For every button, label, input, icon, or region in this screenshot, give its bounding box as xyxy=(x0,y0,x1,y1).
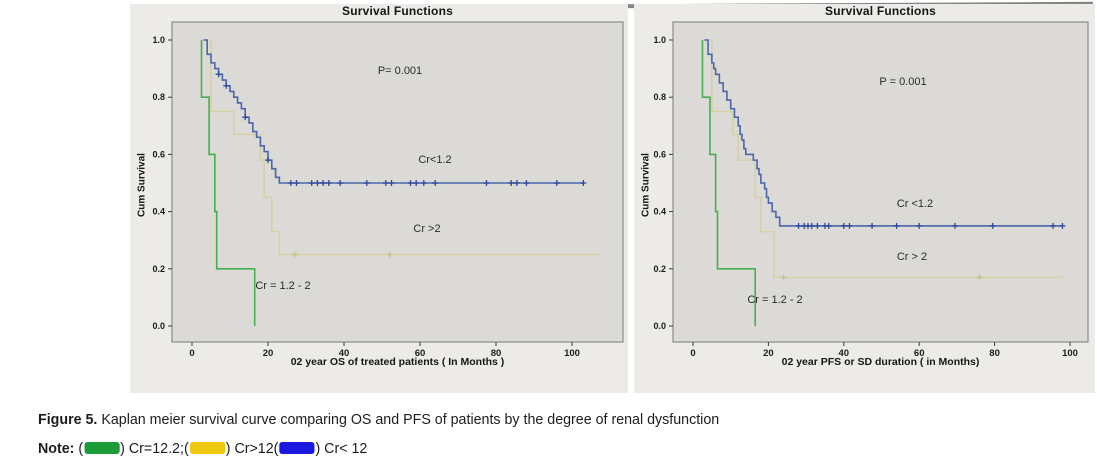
y-axis-label: Cum Survival xyxy=(136,153,148,217)
svg-text:100: 100 xyxy=(1062,348,1078,359)
svg-text:80: 80 xyxy=(491,348,502,359)
legend-swatch-green xyxy=(84,442,120,454)
svg-text:Cr > 2: Cr > 2 xyxy=(897,251,927,263)
legend-entry-text: ( xyxy=(273,440,279,457)
svg-text:0: 0 xyxy=(189,348,194,359)
figure-caption: Figure 5. Kaplan meier survival curve co… xyxy=(38,411,719,428)
svg-text:20: 20 xyxy=(263,348,274,359)
y-axis-label: Cum Survival xyxy=(640,153,652,217)
svg-text:0.8: 0.8 xyxy=(152,92,165,102)
svg-text:1.0: 1.0 xyxy=(653,35,666,45)
legend-entry-text: ) Cr=12.2; xyxy=(120,440,184,457)
svg-text:0.8: 0.8 xyxy=(653,92,666,102)
svg-text:60: 60 xyxy=(415,348,426,359)
svg-text:0.6: 0.6 xyxy=(152,149,165,159)
svg-text:P= 0.001: P= 0.001 xyxy=(378,65,422,77)
x-axis-label: 02 year PFS or SD duration ( in Months) xyxy=(781,356,980,368)
svg-text:0.4: 0.4 xyxy=(152,207,165,217)
svg-text:20: 20 xyxy=(763,348,774,359)
svg-text:Cr = 1.2 - 2: Cr = 1.2 - 2 xyxy=(255,280,310,292)
km-chart-os: 0 20 40 60 80 100 1.0 0.8 0.6 0.4 0.2 0.0 P= 0.001 Cr… xyxy=(130,4,628,393)
figure-note-label: Note: xyxy=(38,440,75,457)
x-axis-label: 02 year OS of treated patients ( In Mont… xyxy=(290,356,505,368)
svg-text:100: 100 xyxy=(564,348,580,359)
svg-text:60: 60 xyxy=(914,348,925,359)
legend-entry-yellow: ( ) Cr>12 xyxy=(184,440,274,457)
svg-text:0.2: 0.2 xyxy=(653,264,666,274)
svg-text:P = 0.001: P = 0.001 xyxy=(879,76,926,88)
legend-entry-text: ( xyxy=(183,440,189,457)
figure-caption-text: Kaplan meier survival curve comparing OS… xyxy=(101,411,720,428)
svg-text:40: 40 xyxy=(339,348,350,359)
legend-swatch-blue xyxy=(279,442,315,454)
survival-plot-os: 0 20 40 60 80 100 1.0 0.8 0.6 0.4 0.2 0.0 P= 0.001 Cr… xyxy=(152,21,624,359)
svg-text:Cr >2: Cr >2 xyxy=(413,223,440,235)
survival-plot-pfs: 0 20 40 60 80 100 1.0 0.8 0.6 0.4 0.2 0.0 P = 0.001 C… xyxy=(653,21,1089,359)
svg-text:0.4: 0.4 xyxy=(653,207,666,217)
chart-title: Survival Functions xyxy=(825,4,936,18)
legend-entry-green: ( ) Cr=12.2; xyxy=(78,440,184,457)
legend-entry-text: ) Cr>12 xyxy=(225,440,274,457)
legend-swatch-yellow xyxy=(189,442,225,454)
svg-text:0.2: 0.2 xyxy=(152,264,165,274)
svg-text:40: 40 xyxy=(839,348,850,359)
svg-text:0.6: 0.6 xyxy=(653,149,666,159)
figure-note: Note: () Cr=12.2;() Cr>12() Cr< 12 xyxy=(38,440,367,457)
svg-text:Cr<1.2: Cr<1.2 xyxy=(418,154,451,166)
svg-text:1.0: 1.0 xyxy=(152,35,165,45)
legend-entry-text: ) Cr< 12 xyxy=(315,440,368,457)
legend-entry-blue: ( ) Cr< 12 xyxy=(274,440,368,457)
km-chart-pfs: 0 20 40 60 80 100 1.0 0.8 0.6 0.4 0.2 0.0 P = 0.001 C… xyxy=(634,4,1095,393)
legend-entry-text: ( xyxy=(78,440,84,457)
svg-text:Cr <1.2: Cr <1.2 xyxy=(897,198,933,210)
chart-title: Survival Functions xyxy=(342,4,453,18)
figure-caption-label: Figure 5. xyxy=(38,411,98,428)
svg-text:0: 0 xyxy=(690,348,695,359)
svg-text:0.0: 0.0 xyxy=(653,321,666,331)
svg-text:Cr = 1.2 - 2: Cr = 1.2 - 2 xyxy=(747,294,802,306)
svg-text:80: 80 xyxy=(989,348,1000,359)
svg-text:0.0: 0.0 xyxy=(152,321,165,331)
